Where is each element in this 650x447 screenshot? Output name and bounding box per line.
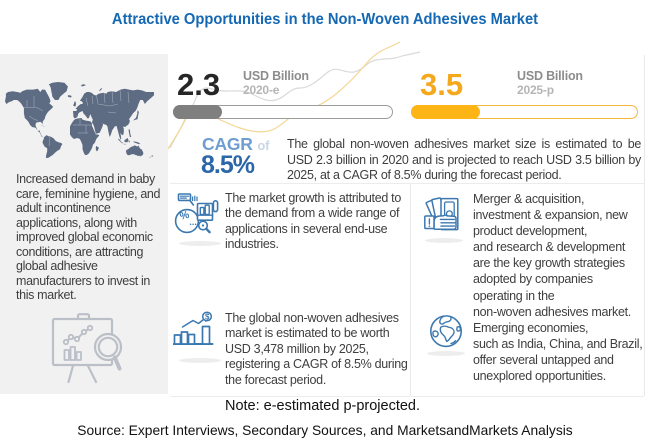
svg-text:$: $	[205, 312, 210, 321]
svg-text:%: %	[179, 209, 192, 223]
